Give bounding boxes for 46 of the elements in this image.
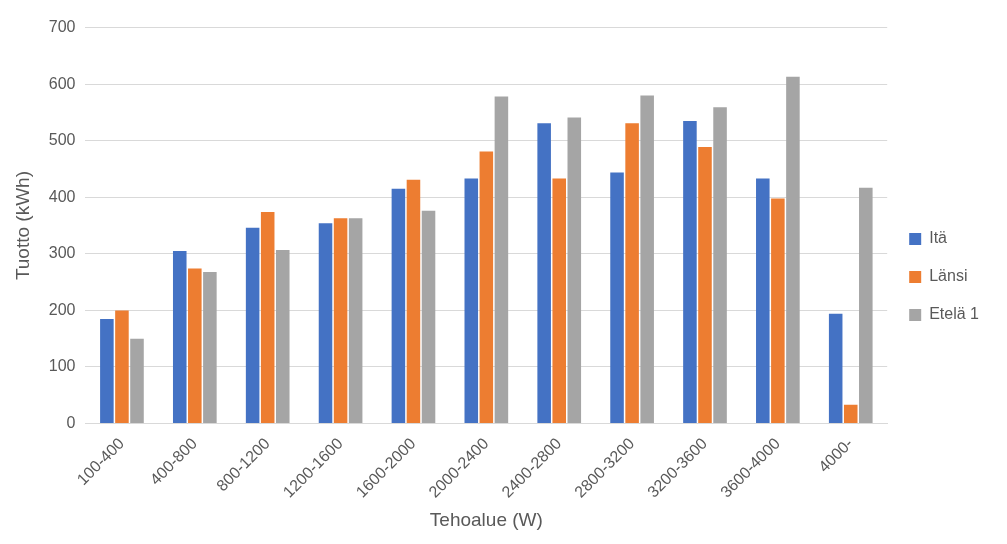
bar (843, 404, 858, 424)
y-tick-label: 0 (66, 413, 76, 431)
bar (421, 210, 436, 424)
bar (494, 96, 509, 424)
bar (537, 123, 551, 424)
bar (828, 313, 843, 424)
bar (318, 223, 333, 424)
bar (698, 146, 712, 424)
bar (567, 117, 582, 424)
y-tick-label: 300 (48, 244, 76, 262)
bar (552, 178, 566, 424)
legend-label: Itä (929, 229, 948, 247)
bar (610, 172, 624, 424)
bar (756, 178, 770, 424)
bar (275, 249, 290, 424)
legend-label: Länsi (929, 267, 968, 285)
bar (348, 218, 363, 424)
bar (172, 251, 187, 424)
bar (859, 187, 873, 424)
y-tick-label: 200 (48, 300, 76, 318)
y-tick-label: 600 (48, 74, 76, 92)
bar (203, 271, 217, 424)
y-tick-label: 400 (48, 187, 76, 205)
bar (260, 211, 275, 424)
y-tick-label: 700 (48, 18, 76, 36)
bar (406, 179, 421, 424)
bar (100, 318, 114, 424)
x-axis-title: Tehoalue (W) (429, 508, 543, 530)
bar (130, 338, 144, 424)
bar (479, 151, 494, 424)
bar (391, 188, 406, 424)
bar (464, 178, 479, 424)
y-tick-label: 100 (48, 357, 76, 375)
bar (333, 218, 348, 424)
bar (786, 76, 800, 424)
y-axis-title: Tuotto (kWh) (11, 171, 33, 281)
bar (245, 227, 260, 424)
bar (683, 120, 697, 424)
y-tick-label: 500 (48, 131, 76, 149)
bar (115, 310, 129, 424)
bar (771, 198, 785, 424)
bar (625, 123, 639, 424)
bar (713, 107, 727, 424)
bar (188, 268, 202, 424)
bar (640, 95, 654, 424)
legend-label: Etelä 1 (929, 305, 980, 323)
